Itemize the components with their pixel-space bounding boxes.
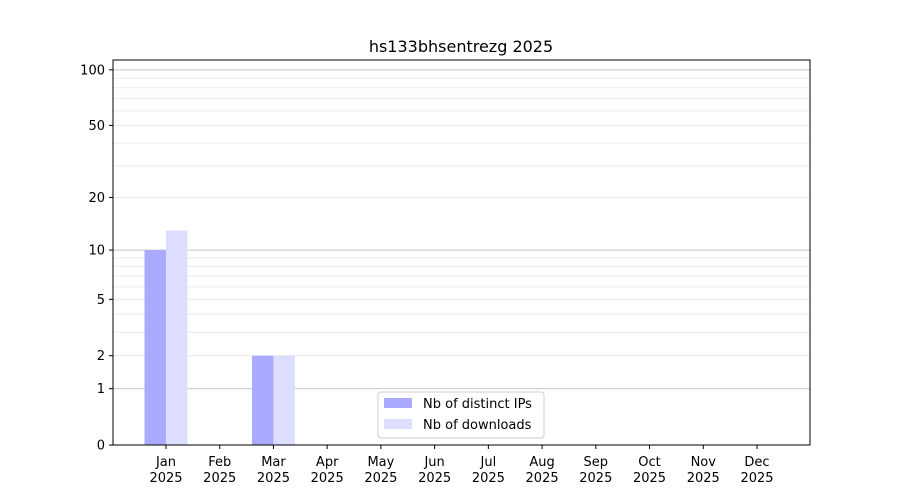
x-tick-label: Dec 2025 [740,455,773,486]
plot-frame [112,59,811,446]
x-tick-label: Mar 2025 [257,455,290,486]
y-tick-label: 2 [97,349,105,364]
bar-distinct-ips [144,250,166,445]
x-tick-label: Sep 2025 [579,455,612,486]
legend-swatch [384,419,412,429]
legend [377,391,545,439]
x-tick-label: Aug 2025 [526,455,559,486]
bar-downloads [166,230,188,445]
bar-downloads [273,355,295,445]
legend-label: Nb of downloads [423,418,532,433]
x-tick-label: Oct 2025 [633,455,666,486]
y-tick-label: 0 [97,439,105,454]
y-tick-label: 5 [97,293,105,308]
y-tick-label: 1 [97,382,105,397]
bar-distinct-ips [251,355,274,445]
x-tick-label: Jul 2025 [472,455,505,486]
y-tick-label: 20 [88,191,105,206]
y-tick-label: 100 [80,63,105,78]
y-tick-label: 50 [88,119,105,134]
y-tick-label: 10 [88,244,105,259]
legend-swatch [384,398,412,408]
x-tick-label: Apr 2025 [311,455,344,486]
x-tick-label: Feb 2025 [203,455,236,486]
x-tick-label: Nov 2025 [687,455,720,486]
legend-label: Nb of distinct IPs [423,397,532,412]
x-tick-label: Jan 2025 [149,455,182,486]
x-tick-label: Jun 2025 [418,455,451,486]
chart-title: hs133bhsentrezg 2025 [369,37,553,56]
x-tick-label: May 2025 [364,455,397,486]
